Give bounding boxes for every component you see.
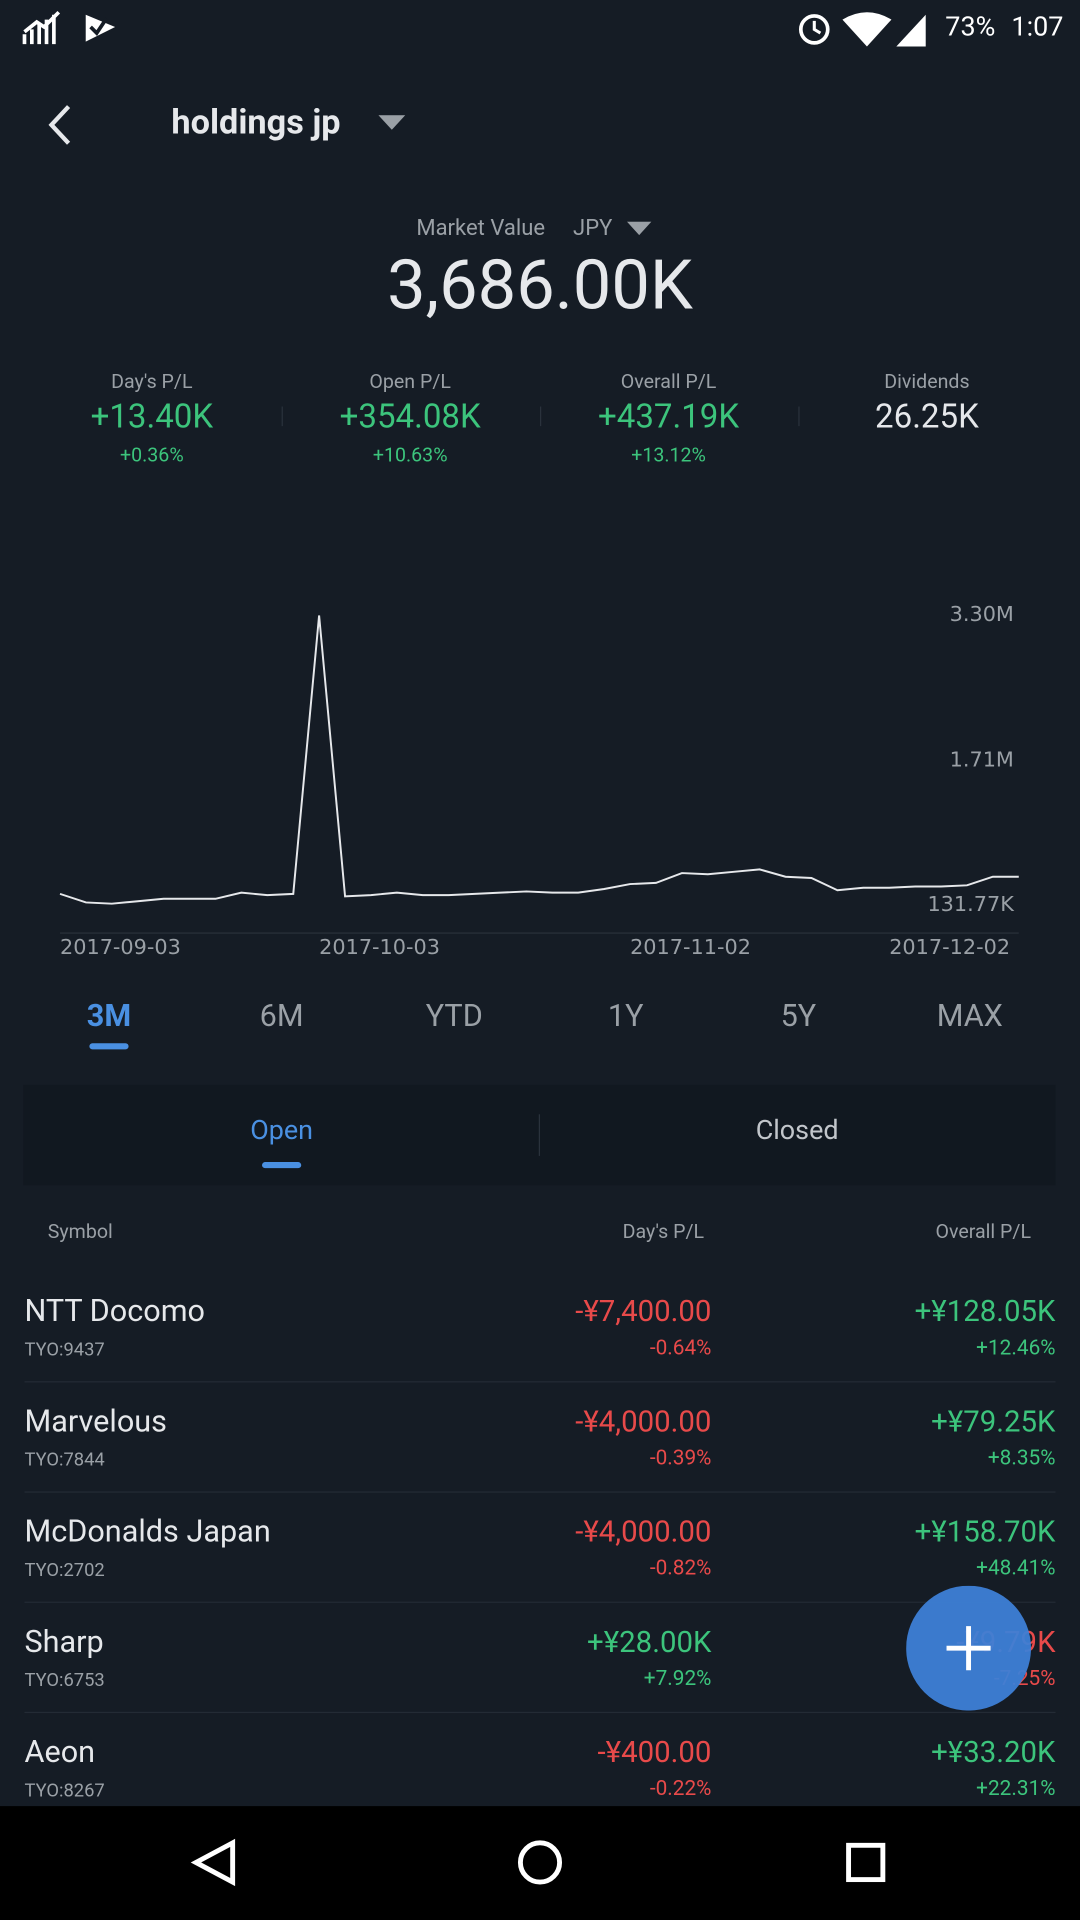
day-pl-percent: -0.39%: [649, 1446, 712, 1471]
day-pl: -¥4,000.00: [575, 1404, 712, 1439]
back-button[interactable]: [44, 103, 81, 147]
stat-divider: [539, 406, 541, 427]
holding-name[interactable]: NTT Docomo: [24, 1294, 206, 1330]
clock: 1:07: [1011, 12, 1064, 43]
overall-pl: +¥128.05K: [914, 1294, 1056, 1329]
day-pl-percent: +7.92%: [643, 1666, 712, 1692]
dropdown-arrow[interactable]: [378, 115, 406, 132]
row-divider: [24, 1491, 1056, 1493]
tab-indicator: [262, 1162, 302, 1169]
range-option[interactable]: 6M: [259, 999, 304, 1035]
y-tick-label: 131.77K: [927, 892, 1015, 916]
stat-value: +354.08K: [339, 396, 481, 436]
row-divider: [24, 1601, 1056, 1603]
day-pl: -¥400.00: [597, 1735, 712, 1770]
x-tick-label: 2017-12-02: [889, 935, 1010, 959]
holding-name[interactable]: Aeon: [24, 1735, 96, 1771]
stat-percent: +13.12%: [631, 443, 706, 467]
y-tick-label: 3.30M: [950, 602, 1014, 626]
overall-pl: +¥79.25K: [931, 1404, 1056, 1439]
day-pl: +¥28.00K: [587, 1624, 712, 1660]
market-value: 3,686.00K: [387, 244, 693, 326]
holding-name[interactable]: Marvelous: [24, 1404, 167, 1441]
tab[interactable]: Open: [250, 1115, 314, 1147]
stat-percent: +10.63%: [372, 443, 448, 467]
holding-ticker: TYO:6753: [24, 1668, 105, 1692]
overall-pl-percent: +8.35%: [987, 1446, 1056, 1471]
day-pl-percent: -0.82%: [649, 1556, 712, 1581]
currency-arrow[interactable]: [626, 221, 652, 237]
stat-percent: +0.36%: [120, 443, 184, 467]
row-divider: [24, 1711, 1056, 1714]
column-header: Overall P/L: [935, 1219, 1032, 1243]
column-header: Day's P/L: [622, 1219, 705, 1243]
overall-pl-percent: +48.41%: [976, 1556, 1056, 1581]
column-header: Symbol: [47, 1219, 113, 1243]
nav-bar: [0, 1806, 1080, 1920]
stat-value: +13.40K: [90, 396, 214, 436]
market-value-label: Market Value: [416, 215, 546, 242]
battery: 73%: [945, 12, 996, 43]
x-tick-label: 2017-10-03: [319, 935, 440, 959]
range-option[interactable]: 3M: [86, 999, 132, 1035]
tab[interactable]: Closed: [755, 1115, 839, 1147]
overall-pl-percent: +22.31%: [976, 1776, 1056, 1802]
row-divider: [24, 1381, 1056, 1383]
day-pl-percent: -0.64%: [649, 1335, 712, 1361]
tab-divider: [538, 1114, 541, 1156]
day-pl: -¥4,000.00: [575, 1514, 712, 1549]
overall-pl: +¥33.20K: [931, 1735, 1056, 1770]
day-pl: -¥7,400.00: [575, 1294, 712, 1329]
status-right-icons: [798, 12, 926, 47]
add-button[interactable]: [906, 1585, 1032, 1711]
range-option[interactable]: 1Y: [607, 999, 644, 1035]
x-tick-label: 2017-09-03: [60, 935, 181, 959]
overall-pl-percent: +12.46%: [976, 1335, 1056, 1361]
holding-ticker: TYO:9437: [24, 1338, 105, 1361]
stat-divider: [281, 406, 283, 427]
stat-value: 26.25K: [875, 396, 979, 436]
x-tick-label: 2017-11-02: [630, 935, 751, 959]
price-line: [59, 615, 1019, 905]
stat-value: +437.19K: [598, 396, 740, 436]
day-pl-percent: -0.22%: [649, 1776, 712, 1802]
holding-name[interactable]: Sharp: [24, 1624, 104, 1661]
holding-ticker: TYO:8267: [24, 1779, 105, 1802]
range-option[interactable]: MAX: [936, 999, 1003, 1035]
stat-label: Overall P/L: [620, 369, 717, 394]
holding-ticker: TYO:2702: [24, 1558, 105, 1581]
holding-name[interactable]: McDonalds Japan: [24, 1514, 271, 1551]
nav-back[interactable]: [190, 1838, 236, 1887]
nav-buttons: [190, 1838, 886, 1887]
stat-label: Dividends: [884, 369, 970, 394]
range-indicator: [89, 1043, 129, 1050]
nav-home[interactable]: [517, 1840, 563, 1885]
range-option[interactable]: YTD: [425, 999, 483, 1035]
holding-ticker: TYO:7844: [24, 1448, 105, 1471]
nav-recent[interactable]: [846, 1842, 886, 1883]
currency[interactable]: JPY: [573, 215, 613, 242]
stat-label: Day's P/L: [111, 369, 193, 394]
status-icons: [22, 10, 116, 45]
chart: 131.77K 1.71M 3.30M 2017-09-03 2017-10-03 201…: [59, 602, 1019, 959]
stat-label: Open P/L: [369, 369, 451, 394]
portfolio-title[interactable]: holdings jp: [171, 101, 341, 143]
range-option[interactable]: 5Y: [780, 999, 817, 1035]
y-tick-label: 1.71M: [950, 748, 1014, 772]
overall-pl: +¥158.70K: [914, 1514, 1056, 1549]
stat-divider: [797, 406, 799, 427]
